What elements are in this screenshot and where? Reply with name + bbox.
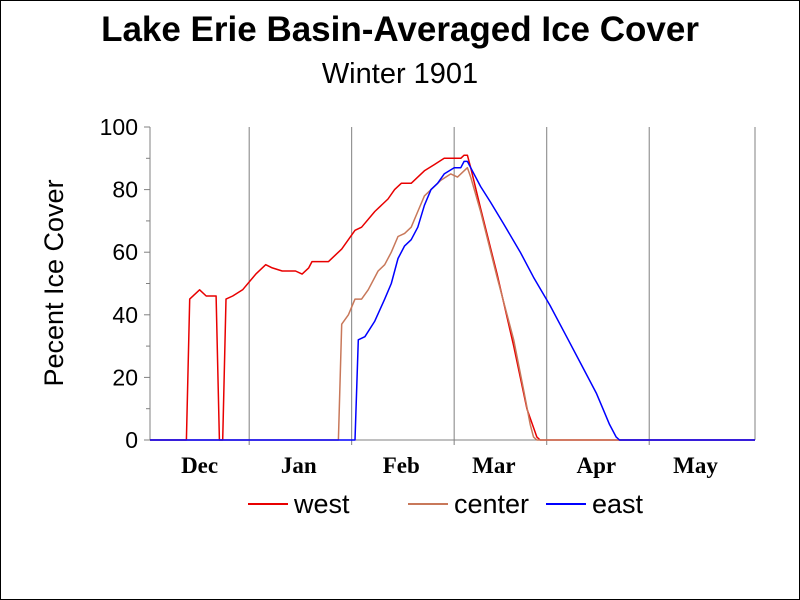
y-tick-label: 0 bbox=[125, 427, 138, 453]
series-layer bbox=[150, 154, 755, 441]
x-tick-label: Apr bbox=[576, 453, 616, 478]
legend: west center east bbox=[248, 489, 644, 519]
legend-label-east: east bbox=[592, 489, 644, 519]
series-line-west bbox=[150, 154, 755, 441]
series-line-east bbox=[150, 160, 755, 441]
series-line-center bbox=[150, 166, 755, 441]
labels-layer: 0 20 40 60 80 100 Dec Jan Feb Mar Apr May Pecent Ice… bbox=[39, 114, 718, 478]
x-tick-label: May bbox=[673, 453, 718, 478]
x-tick-label: Dec bbox=[181, 453, 218, 478]
y-tick-label: 100 bbox=[100, 114, 138, 140]
legend-label-west: west bbox=[293, 489, 350, 519]
y-axis-label: Pecent Ice Cover bbox=[39, 179, 69, 386]
chart-title: Lake Erie Basin-Averaged Ice Cover bbox=[101, 10, 699, 49]
x-tick-label: Feb bbox=[383, 453, 420, 478]
legend-label-center: center bbox=[454, 489, 529, 519]
chart-subtitle: Winter 1901 bbox=[321, 58, 479, 90]
x-tick-label: Jan bbox=[281, 453, 317, 478]
grid-layer bbox=[248, 127, 756, 440]
y-tick-label: 60 bbox=[112, 239, 138, 265]
x-tick-label: Mar bbox=[472, 453, 515, 478]
y-tick-label: 80 bbox=[112, 177, 138, 203]
y-tick-label: 40 bbox=[112, 302, 138, 328]
y-tick-label: 20 bbox=[112, 364, 138, 390]
